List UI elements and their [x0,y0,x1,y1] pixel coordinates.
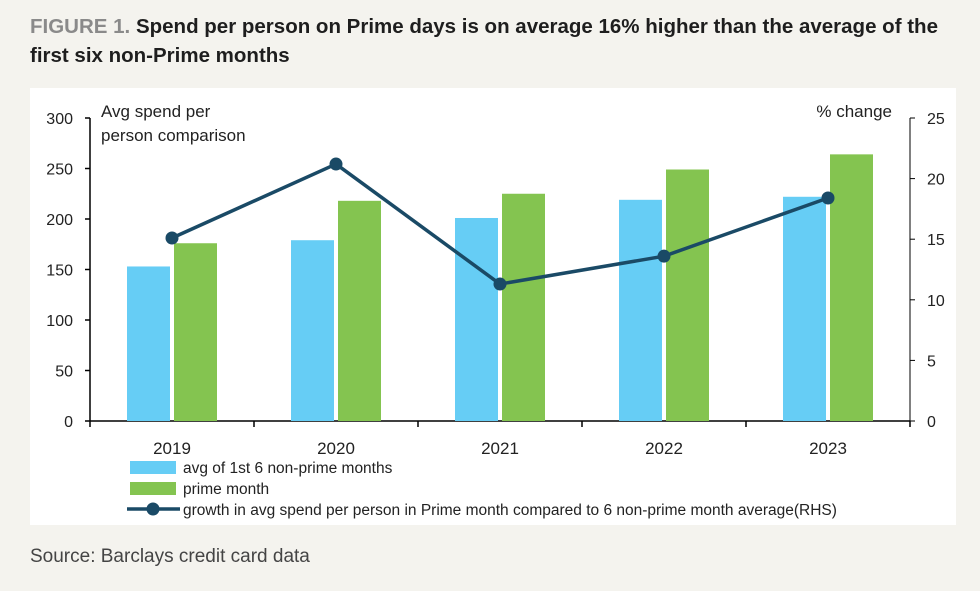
growth-line [171,162,829,286]
legend-label-prime: prime month [183,481,269,498]
left-y-tick-label: 100 [46,313,73,330]
growth-point-2020 [329,157,343,171]
left-y-tick-label: 150 [46,263,73,280]
bar-nonprime-2023 [783,196,826,421]
right-y-tick-label: 25 [927,111,945,128]
right-y-tick-label: 15 [927,232,945,249]
bar-prime-2022 [666,169,709,421]
legend-label-growth: growth in avg spend per person in Prime … [183,502,837,519]
bar-prime-2020 [338,200,381,421]
bar-nonprime-2020 [291,240,334,421]
legend-swatch-growth-point [146,502,160,516]
bar-prime-2023 [830,154,873,422]
y-axis-title-line: person comparison [101,126,246,145]
y-axis-title-line: Avg spend per [101,102,211,121]
right-y-tick-label: 0 [927,414,936,431]
legend-label-nonprime: avg of 1st 6 non-prime months [183,460,393,477]
left-y-tick-label: 50 [55,364,73,381]
chart-panel: 0 50 100 150 200 250 300 0 5 10 15 20 25 Avg spend pe… [30,88,956,525]
x-tick-label: 2021 [481,439,519,458]
x-tick-label: 2020 [317,439,355,458]
right-y-tick-label: 20 [927,172,945,189]
bar-nonprime-2021 [455,217,498,421]
left-y-tick-label: 250 [46,162,73,179]
figure-title-text: Spend per person on Prime days is on ave… [30,15,938,67]
growth-point-2023 [821,191,835,205]
source-note: Source: Barclays credit card data [30,546,310,567]
growth-point-2021 [493,277,507,291]
x-tick-label: 2019 [153,439,191,458]
right-y-tick-label: 5 [927,353,936,370]
right-y-tick-label: 10 [927,293,945,310]
left-y-tick-label: 0 [64,414,73,431]
x-tick-label: 2022 [645,439,683,458]
figure-label: FIGURE 1. [30,15,131,38]
figure-title: FIGURE 1. Spend per person on Prime days… [30,12,960,70]
combo-chart: 0 50 100 150 200 250 300 0 5 10 15 20 25 Avg spend pe… [46,102,945,519]
y2-axis-title: % change [816,102,892,121]
legend-swatch-prime [130,482,176,495]
growth-point-2022 [657,249,671,263]
left-y-tick-label: 300 [46,111,73,128]
left-y-tick-label: 200 [46,212,73,229]
growth-point-2019 [165,231,179,245]
x-tick-label: 2023 [809,439,847,458]
bar-prime-2019 [174,243,217,421]
bar-nonprime-2022 [619,199,662,421]
bar-nonprime-2019 [127,266,170,421]
bar-prime-2021 [502,193,545,421]
legend-swatch-nonprime [130,461,176,474]
